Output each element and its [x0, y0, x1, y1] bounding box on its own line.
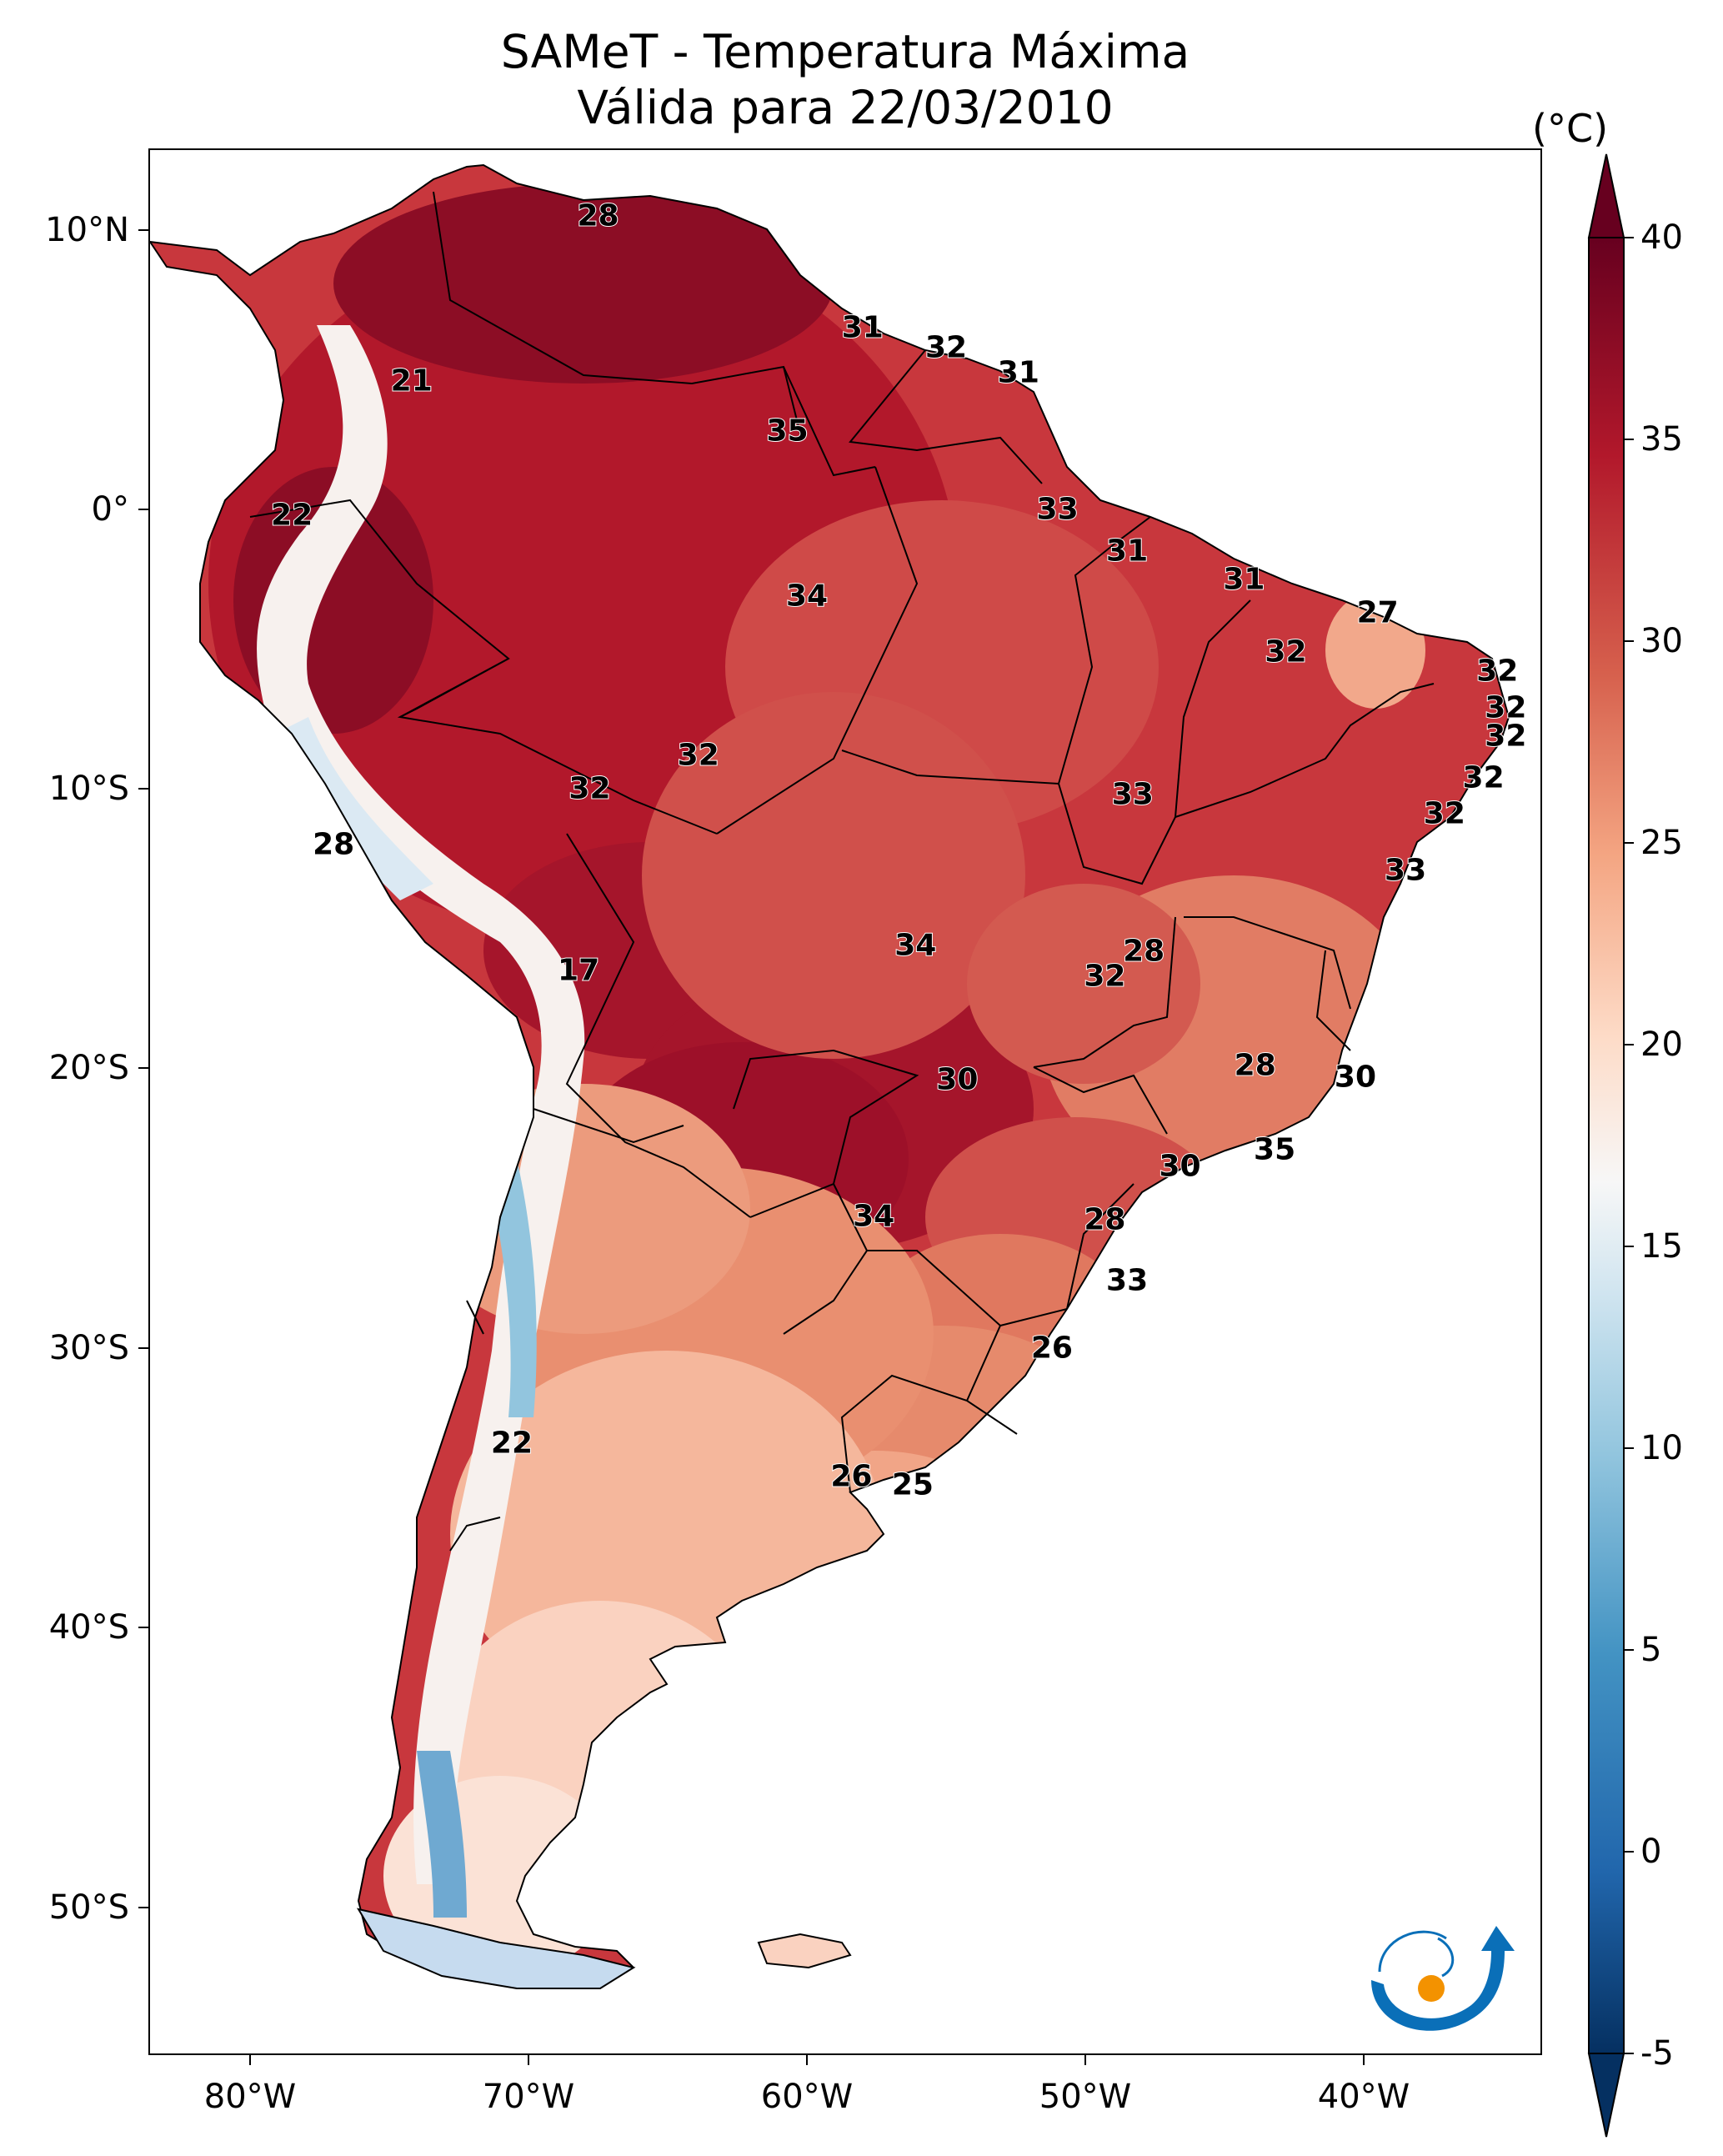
station-value: 32 — [924, 329, 968, 365]
lon-label: 40°W — [1317, 2078, 1410, 2116]
station-value: 31 — [841, 310, 884, 346]
station-value: 30 — [1334, 1059, 1377, 1095]
lon-label: 60°W — [760, 2078, 854, 2116]
station-value: 35 — [1253, 1131, 1296, 1167]
station-value: 34 — [852, 1199, 895, 1235]
station-value: 28 — [312, 827, 355, 863]
station-value: 26 — [829, 1459, 873, 1495]
station-value: 32 — [677, 738, 720, 774]
station-value: 32 — [1484, 718, 1527, 754]
colorbar-unit: (°C) — [1532, 106, 1609, 151]
lat-label: 40°S — [48, 1608, 129, 1647]
station-value: 28 — [1122, 933, 1165, 969]
lat-label: 30°S — [48, 1329, 129, 1367]
colorbar-tick-label: 30 — [1640, 622, 1683, 660]
map-title: SAMeT - Temperatura Máxima — [500, 25, 1190, 78]
colorbar-tick-label: 0 — [1640, 1833, 1662, 1871]
station-value: 21 — [390, 363, 433, 399]
colorbar-tick-label: 5 — [1640, 1631, 1662, 1669]
station-value: 33 — [1111, 777, 1155, 813]
axis-ticks — [138, 229, 1365, 2065]
station-value: 32 — [568, 771, 611, 807]
station-value: 22 — [270, 497, 313, 533]
lon-label: 50°W — [1039, 2078, 1132, 2116]
lat-label: 10°S — [48, 770, 129, 808]
station-value: 32 — [1423, 796, 1466, 832]
station-value: 17 — [557, 953, 600, 989]
map-frame — [148, 148, 1542, 2055]
map-area — [149, 149, 1541, 2054]
station-value: 33 — [1384, 852, 1427, 888]
station-value: 25 — [891, 1467, 934, 1503]
station-value: 28 — [1234, 1048, 1277, 1084]
station-value: 32 — [1475, 654, 1519, 689]
station-value: 34 — [894, 928, 937, 964]
station-value: 30 — [935, 1062, 979, 1098]
colorbar-tick-label: 15 — [1640, 1227, 1683, 1266]
station-value: 35 — [766, 414, 809, 449]
colorbar-tick-label: 40 — [1640, 218, 1683, 257]
station-value: 32 — [1264, 634, 1307, 670]
lat-label: 0° — [91, 490, 129, 529]
colorbar-tick-label: -5 — [1640, 2034, 1674, 2073]
country-borders — [149, 164, 1510, 1989]
lon-label: 80°W — [203, 2078, 297, 2116]
station-value: 34 — [785, 578, 829, 614]
colorbar-tick-label: 10 — [1640, 1429, 1683, 1467]
tierra-del-fuego — [356, 1908, 636, 1989]
inpe-logo — [1371, 1926, 1515, 2031]
station-value: 31 — [1222, 561, 1265, 597]
station-value: 28 — [1083, 1201, 1126, 1237]
map-subtitle: Válida para 22/03/2010 — [577, 81, 1114, 134]
falklands — [757, 1933, 852, 1969]
station-value: 32 — [1083, 958, 1126, 994]
lon-label: 70°W — [482, 2078, 575, 2116]
station-value: 30 — [1158, 1148, 1201, 1184]
station-value: 31 — [1105, 534, 1149, 569]
lat-label: 50°S — [48, 1888, 129, 1927]
colorbar-tick-label: 20 — [1640, 1025, 1683, 1064]
colorbar-tick-label: 35 — [1640, 420, 1683, 459]
station-value: 32 — [1462, 760, 1505, 795]
station-value: 33 — [1105, 1263, 1149, 1299]
station-value: 31 — [997, 354, 1040, 390]
colorbar-tick-label: 25 — [1640, 824, 1683, 862]
colorbar — [1587, 153, 1634, 2138]
station-value: 28 — [576, 198, 619, 233]
station-value: 27 — [1356, 595, 1400, 631]
station-value: 26 — [1030, 1330, 1074, 1366]
station-value: 22 — [490, 1425, 533, 1461]
station-value: 32 — [1484, 690, 1527, 726]
station-value: 33 — [1036, 492, 1079, 528]
lat-label: 10°N — [45, 211, 129, 249]
lat-label: 20°S — [48, 1049, 129, 1087]
